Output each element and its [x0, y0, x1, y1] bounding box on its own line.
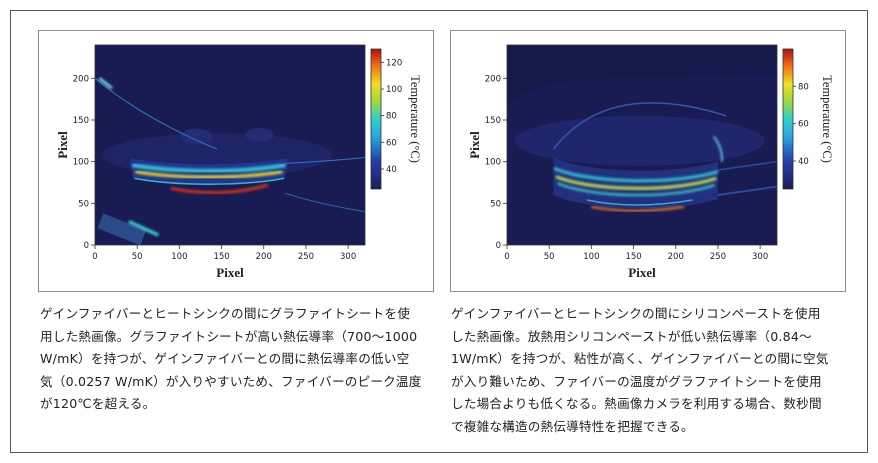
y-tick-label: 150	[73, 116, 89, 126]
connector-highlight	[128, 220, 159, 237]
disk-top-edge	[552, 102, 727, 150]
thermal-image-panel-graphite: 0 50 100 150 200 250 300 0 50 100 150 200 Pixel Pixel…	[38, 30, 434, 292]
y-tick-label: 100	[485, 158, 501, 168]
x-axis-label: Pixel	[216, 265, 244, 280]
colorbar	[370, 48, 382, 190]
x-tick-label: 250	[298, 252, 314, 262]
x-tick-label: 200	[256, 252, 272, 262]
heatmap-chart-silicone: 0 50 100 150 200 250 300 0 50 100 150 200 Pixel Pixel…	[467, 44, 834, 280]
rim-cyan	[553, 166, 719, 183]
colorbar-tick-label: 100	[386, 85, 402, 95]
x-tick-label: 0	[504, 252, 509, 262]
caption-line: 1W/mK）を持つが、粘性が高く、ゲインファイバーとの間に空気	[451, 351, 829, 367]
surface-spot	[245, 128, 274, 142]
x-axis-label: Pixel	[628, 265, 656, 280]
x-tick-label: 250	[710, 252, 726, 262]
fiber-line	[95, 77, 218, 150]
caption-line: W/mK）を持つが、ゲインファイバーとの間に熱伝導率の低い空	[40, 351, 410, 367]
x-tick-label: 50	[132, 252, 143, 262]
plot-border	[94, 44, 366, 246]
fiber-highlight	[98, 77, 113, 90]
plot-border	[506, 44, 778, 246]
x-tick-label: 50	[544, 252, 555, 262]
caption-line: が入り難いため、ファイバーの温度がグラファイトシートを使用	[451, 373, 822, 389]
colorbar-label: Temperature (°C)	[820, 75, 834, 163]
caption-line: した熱画像。放熱用シリコンペーストが低い熱伝導率（0.84～	[451, 328, 812, 344]
rim-yellow	[135, 170, 283, 179]
thermal-image-panel-silicone: 0 50 100 150 200 250 300 0 50 100 150 200 Pixel Pixel…	[450, 30, 846, 292]
colorbar-tick-label: 80	[798, 82, 809, 92]
rim-right	[712, 136, 724, 162]
y-tick-label: 150	[485, 116, 501, 126]
caption-graphite: ゲインファイバーとヒートシンクの間にグラファイトシートを使 用した熱画像。グラフ…	[40, 303, 440, 416]
disk-top-surface	[514, 115, 765, 166]
x-tick-label: 300	[340, 252, 356, 262]
caption-line: ゲインファイバーとヒートシンクの間にグラファイトシートを使	[40, 306, 411, 321]
caption-line: ゲインファイバーとヒートシンクの間にシリコンペーストを使用	[451, 306, 821, 321]
rim-bottom-edge	[134, 177, 285, 185]
colorbar-tick-label: 60	[798, 120, 809, 130]
colorbar-label: Temperature (°C)	[408, 75, 422, 163]
colorbar-tick-label: 40	[798, 157, 809, 167]
y-tick-label: 100	[73, 158, 89, 168]
caption-line: 気（0.0257 W/mK）が入りやすいため、ファイバーのピーク温度	[40, 373, 422, 389]
band-edge	[586, 199, 693, 206]
y-tick-label: 50	[78, 199, 89, 209]
rim-cyan	[131, 163, 287, 173]
y-axis-label: Pixel	[467, 131, 482, 159]
fiber-line	[717, 185, 777, 196]
colorbar-tick-label: 60	[386, 138, 397, 148]
x-tick-label: 300	[752, 252, 768, 262]
colorbar-tick-label: 40	[386, 165, 397, 175]
connector	[97, 213, 147, 245]
caption-line: が120℃を超える。	[40, 396, 156, 412]
x-tick-label: 100	[583, 252, 599, 262]
rim-yellow	[555, 175, 717, 190]
colorbar-tick-label: 80	[386, 112, 397, 122]
y-tick-label: 50	[490, 199, 501, 209]
caption-silicone: ゲインファイバーとヒートシンクの間にシリコンペーストを使用 した熱画像。放熱用シ…	[451, 303, 861, 439]
x-tick-label: 200	[668, 252, 684, 262]
rim-cyan-lower	[557, 182, 715, 197]
colorbar	[782, 48, 794, 190]
warm-band	[591, 205, 685, 213]
x-tick-label: 150	[213, 252, 229, 262]
x-tick-label: 0	[92, 252, 97, 262]
fiber-line	[284, 157, 365, 164]
background-region	[507, 45, 777, 104]
heatmap-chart-graphite: 0 50 100 150 200 250 300 0 50 100 150 200 Pixel Pixel…	[55, 44, 422, 280]
y-tick-label: 0	[496, 241, 501, 251]
y-tick-label: 200	[73, 74, 89, 84]
disk-side	[553, 157, 718, 209]
fiber-line	[284, 192, 365, 213]
heatmap-image	[95, 77, 365, 245]
colorbar-tick-label: 120	[386, 58, 402, 68]
y-tick-label: 200	[485, 74, 501, 84]
y-tick-label: 0	[84, 241, 89, 251]
hot-spot-red	[170, 183, 269, 195]
x-tick-label: 150	[625, 252, 641, 262]
fiber-line	[717, 160, 777, 171]
y-axis-label: Pixel	[55, 131, 70, 159]
caption-line: した場合よりも低くなる。熱画像カメラを利用する場合、数秒間	[451, 396, 822, 412]
heatmap-image	[507, 45, 777, 213]
figure-frame	[10, 10, 868, 453]
x-tick-label: 100	[171, 252, 187, 262]
caption-line: 用した熱画像。グラファイトシートが高い熱伝導率（700～1000	[40, 328, 418, 344]
surface-spot	[180, 128, 213, 145]
caption-line: で複雑な構造の熱伝導特性を把握できる。	[451, 418, 694, 434]
